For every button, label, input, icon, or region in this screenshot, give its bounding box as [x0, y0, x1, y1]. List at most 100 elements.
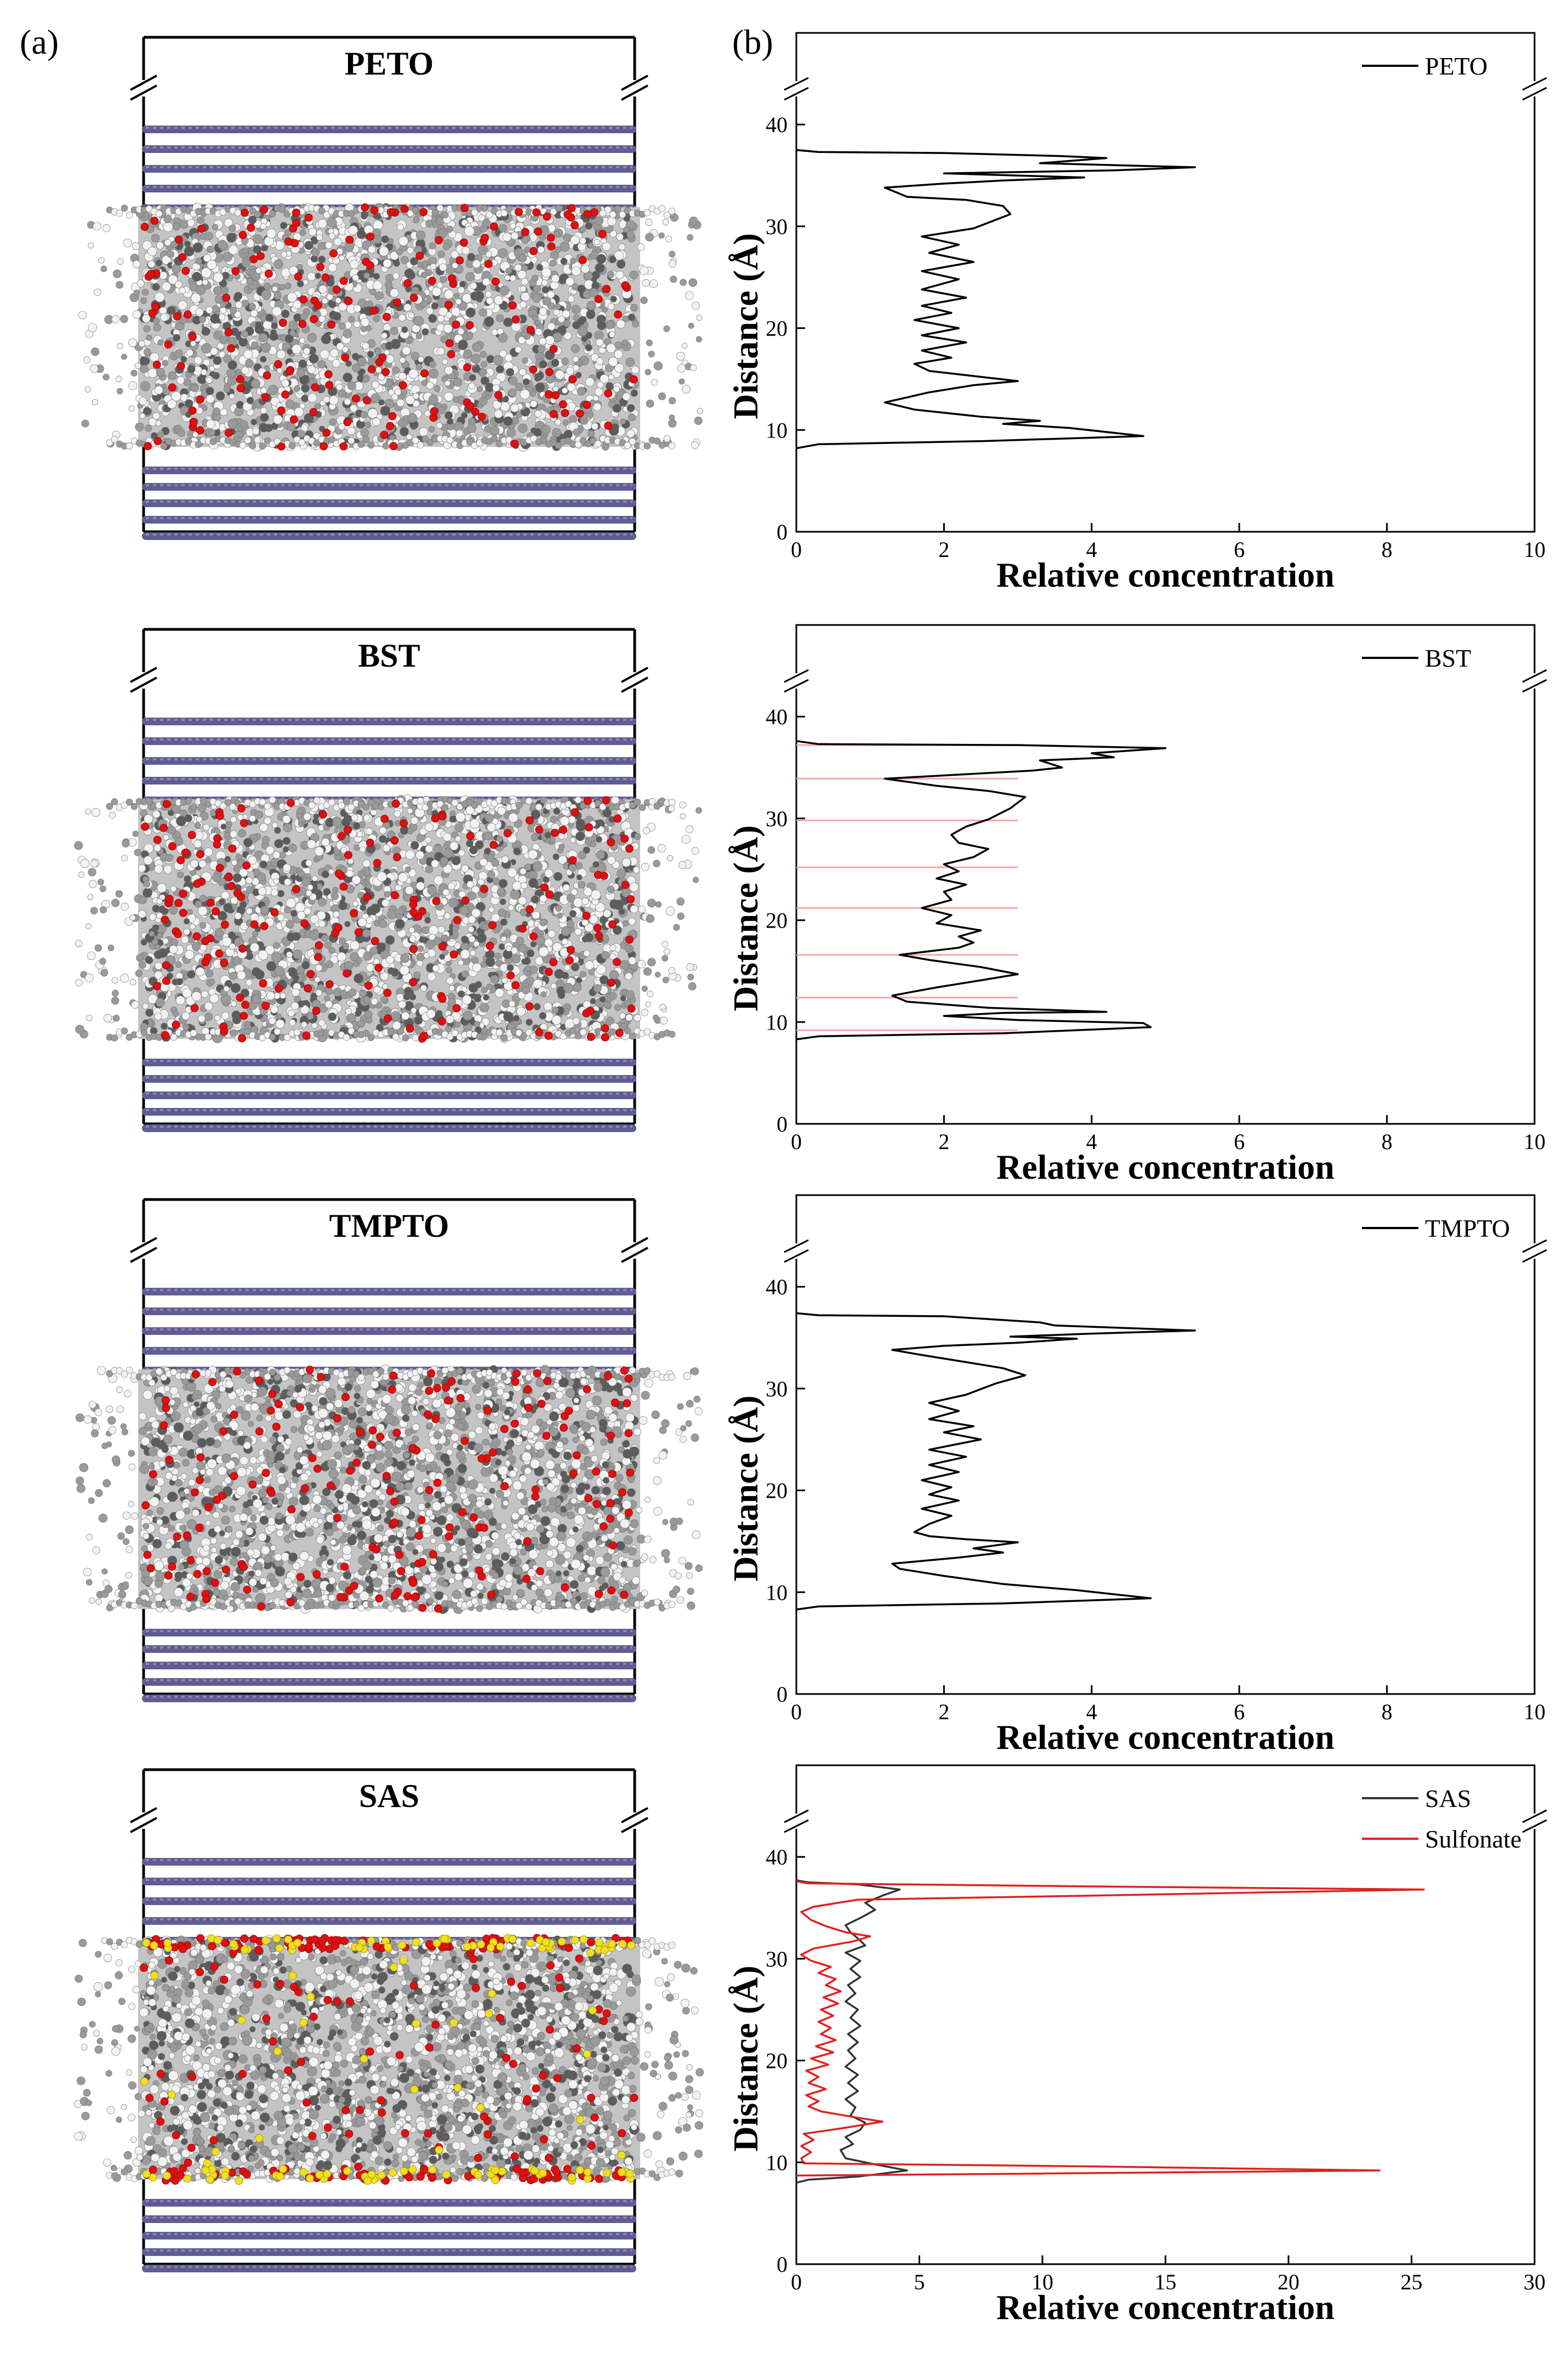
lubricant-atom: [490, 975, 499, 984]
lubricant-atom: [240, 420, 248, 428]
lubricant-atom: [210, 314, 220, 324]
lubricant-atom: [649, 279, 658, 288]
lubricant-atom: [626, 429, 635, 438]
lubricant-atom: [288, 320, 299, 331]
lubricant-atom: [250, 378, 260, 389]
lubricant-atom: [276, 367, 283, 374]
lubricant-atom: [487, 871, 495, 879]
lubricant-atom: [145, 424, 152, 432]
oxygen-atom: [332, 285, 341, 294]
lubricant-atom: [400, 953, 410, 963]
lubricant-atom: [252, 931, 258, 937]
lubricant-atom: [204, 1013, 213, 1021]
lubricant-atom: [520, 286, 527, 292]
lubricant-atom: [516, 1007, 526, 1016]
lubricant-atom: [594, 440, 602, 447]
lubricant-atom: [357, 230, 366, 239]
lubricant-atom: [561, 387, 568, 394]
lubricant-atom: [277, 890, 284, 897]
lubricant-atom: [380, 406, 390, 416]
lubricant-atom: [201, 369, 207, 376]
lubricant-atom: [265, 314, 273, 322]
lubricant-atom: [153, 323, 161, 332]
lubricant-atom: [144, 814, 153, 824]
lubricant-atom: [503, 416, 513, 426]
lubricant-atom: [461, 246, 470, 255]
lubricant-atom: [344, 921, 351, 928]
lubricant-atom: [294, 407, 304, 417]
lubricant-atom: [342, 346, 349, 353]
lubricant-atom: [533, 428, 542, 437]
lubricant-atom: [224, 856, 231, 863]
lubricant-atom: [357, 1020, 365, 1028]
substrate-row: [142, 1124, 636, 1132]
oxygen-atom: [534, 227, 543, 236]
lubricant-atom: [373, 228, 381, 236]
oxygen-atom: [549, 345, 558, 353]
lubricant-atom: [260, 407, 267, 414]
lubricant-atom: [472, 343, 482, 352]
lubricant-atom: [230, 816, 237, 823]
lubricant-atom: [629, 882, 639, 892]
lubricant-atom: [630, 304, 638, 312]
lubricant-atom: [572, 356, 579, 362]
lubricant-atom: [398, 1000, 407, 1009]
lubricant-atom: [515, 346, 522, 353]
lubricant-atom: [98, 257, 105, 264]
lubricant-atom: [328, 263, 337, 272]
lubricant-atom: [425, 865, 434, 874]
lubricant-atom: [607, 217, 617, 226]
lubricant-atom: [538, 946, 549, 957]
lubricant-atom: [508, 388, 517, 397]
lubricant-atom: [609, 211, 617, 218]
oxygen-atom: [174, 235, 183, 244]
lubricant-atom: [324, 1001, 333, 1008]
lubricant-atom: [600, 374, 609, 384]
lubricant-atom: [204, 231, 213, 241]
lubricant-atom: [330, 348, 339, 357]
lubricant-atom: [167, 399, 177, 409]
lubricant-atom: [607, 856, 616, 865]
lubricant-atom: [155, 210, 163, 218]
oxygen-atom: [444, 300, 453, 309]
lubricant-atom: [347, 427, 356, 435]
lubricant-atom: [176, 376, 185, 385]
lubricant-atom: [457, 328, 465, 335]
lubricant-atom: [305, 859, 312, 867]
oxygen-atom: [196, 426, 204, 435]
lubricant-atom: [152, 924, 159, 931]
lubricant-atom: [614, 1004, 622, 1011]
oxygen-atom: [419, 208, 428, 217]
lubricant-atom: [318, 315, 326, 323]
lubricant-atom: [398, 314, 406, 322]
lubricant-atom: [464, 226, 475, 237]
lubricant-atom: [596, 254, 607, 264]
lubricant-atom: [560, 241, 570, 252]
lubricant-atom: [209, 994, 219, 1004]
lubricant-atom: [465, 272, 475, 282]
oxygen-atom: [284, 237, 293, 246]
oxygen-atom: [546, 234, 555, 242]
lubricant-atom: [507, 868, 517, 878]
lubricant-atom: [187, 365, 196, 373]
lubricant-atom: [259, 823, 269, 832]
lubricant-atom: [353, 844, 360, 851]
lubricant-atom: [219, 314, 226, 321]
oxygen-atom: [381, 368, 390, 376]
oxygen-atom: [477, 412, 486, 421]
lubricant-atom: [280, 992, 286, 999]
substrate-row: [142, 467, 636, 474]
lubricant-atom: [232, 873, 242, 883]
lubricant-atom: [417, 952, 425, 961]
lubricant-atom: [301, 384, 310, 393]
lubricant-atom: [156, 368, 165, 377]
lubricant-atom: [130, 370, 138, 377]
lubricant-atom: [367, 357, 375, 366]
lubricant-atom: [219, 336, 228, 345]
lubricant-atom: [518, 943, 528, 953]
lubricant-atom: [126, 442, 133, 450]
lubricant-atom: [697, 408, 703, 414]
lubricant-atom: [264, 817, 271, 825]
lubricant-atom: [144, 856, 153, 865]
lubricant-atom: [574, 928, 582, 936]
